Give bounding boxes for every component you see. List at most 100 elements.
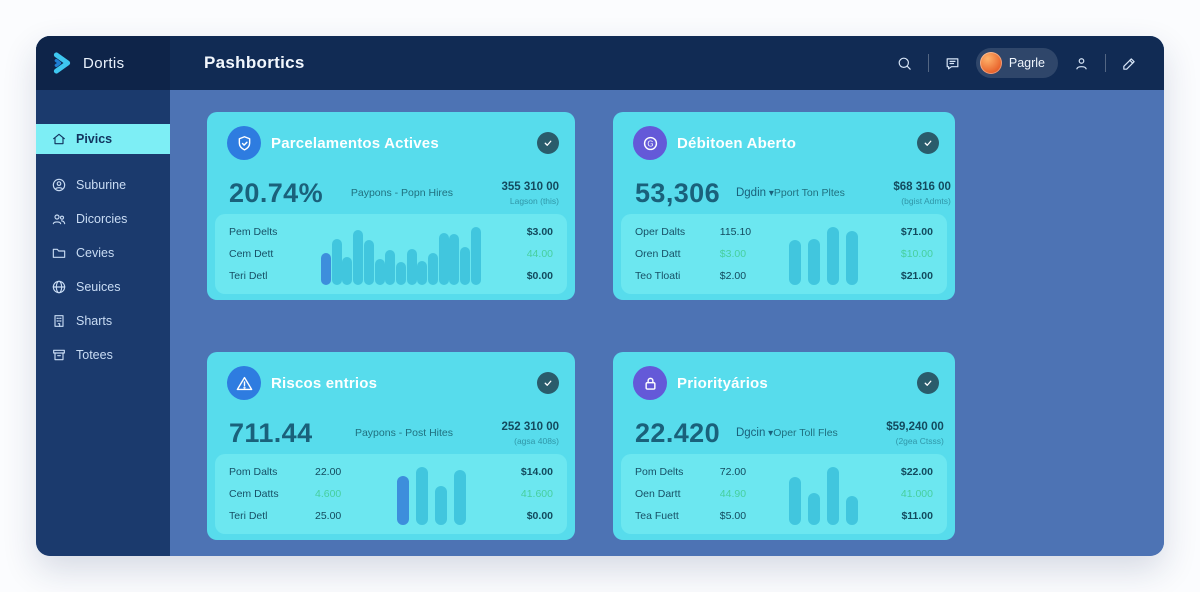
chart-bar [845,231,858,285]
row-value: $2.00 [719,270,747,282]
card-title: Priorityários [677,374,768,392]
row-amount: $0.00 [526,270,553,282]
globe-icon [51,279,67,295]
sidebar-item-totees[interactable]: Totees [36,340,170,370]
sidebar-item-suburine[interactable]: Suburine [36,170,170,200]
user-circle-icon [51,177,67,193]
row-amount: $0.00 [526,510,553,522]
chart-bar [826,467,839,525]
edit-icon[interactable] [1121,55,1138,72]
user-icon[interactable] [1073,55,1090,72]
chart-bar [788,477,801,525]
main-content: Parcelamentos Actives 20.74% Paypons - P… [170,90,1164,556]
card-detail-panel: Pom Dalts Cem Datts Teri Detl 22.00 4.600 25… [215,454,567,534]
card-amount: $59,240 00 [886,420,944,433]
mini-bar-chart [315,223,487,285]
chart-bar [342,257,353,285]
topbar-actions: Pagrle [896,48,1138,78]
card-big-value: 22.420 [635,417,720,448]
card-detail-panel: Oper Dalts Oren Datt Teo Tloati 115.10 $3.0… [621,214,947,294]
chart-bar [807,493,820,525]
row-amount: 44.00 [526,248,553,261]
chart-bar [353,230,364,285]
sidebar-item-pivics[interactable]: Pivics [36,124,170,154]
chart-bar [460,247,471,285]
row-amount: $11.00 [901,510,933,522]
card-big-value: 711.44 [229,417,313,448]
row-amount: $71.00 [900,226,933,239]
folder-icon [51,245,67,261]
row-label: Pem Delts [229,226,278,239]
chart-bar [470,227,481,285]
card-amount: 355 310 00 [501,180,559,193]
stat-card: Parcelamentos Actives 20.74% Paypons - P… [207,112,575,300]
card-filter-dropdown[interactable]: Dgdin [736,187,774,199]
row-value: $5.00 [719,510,747,522]
check-badge-icon[interactable] [537,132,559,154]
check-badge-icon[interactable] [917,132,939,154]
card-stat-label: Pport Ton Pltes [773,187,845,200]
topbar: Pashbortics Pagrle [170,36,1164,90]
stat-card: G Débitoen Aberto 53,306 Dgdin Pport Ton… [613,112,955,300]
card-stat-label: Paypons - Popn Hires [350,187,453,200]
chart-bar [428,253,439,285]
card-title: Parcelamentos Actives [271,134,439,152]
user-name: Pagrle [1008,56,1045,70]
stat-card: Priorityários 22.420 Dgcin Oper Toll Fle… [613,352,955,540]
chart-bar [845,496,858,525]
card-amount: $68 316 00 [893,180,951,193]
check-badge-icon[interactable] [917,372,939,394]
chart-bar [331,239,342,285]
row-amount: $10.00 [900,248,933,261]
svg-text:G: G [647,139,653,148]
row-amount: $22.00 [900,466,933,479]
row-label: Teo Tloati [635,270,681,282]
sidebar-item-cevies[interactable]: Cevies [36,238,170,268]
chart-bar [826,227,839,285]
sidebar-item-sharts[interactable]: Sharts [36,306,170,336]
row-value: 4.600 [315,488,342,501]
divider [1105,54,1106,72]
user-menu[interactable]: Pagrle [975,48,1058,78]
row-amount: $3.00 [526,226,553,239]
row-value: 25.00 [315,510,342,522]
row-amount: $14.00 [520,466,553,479]
home-icon [51,131,67,147]
lock-icon [633,366,667,400]
mini-bar-chart [779,463,868,525]
row-label: Cem Dett [229,248,274,261]
row-label: Teri Detl [229,510,268,522]
chart-bar [406,249,417,285]
row-label: Cem Datts [229,488,279,501]
sidebar-item-seuices[interactable]: Seuices [36,272,170,302]
chart-bar [788,240,801,285]
sidebar-nav: Pivics Suburine Dicorcies Cevies Seuices… [36,124,170,374]
building-icon [51,313,67,329]
chart-bar [395,262,406,285]
row-value: 115.10 [719,226,752,239]
sidebar-item-dicorcies[interactable]: Dicorcies [36,204,170,234]
row-label: Oper Dalts [635,226,686,239]
card-stat-label: Paypons - Post Hites [354,427,453,440]
card-amount-note: (bgist Admts) [901,195,951,206]
avatar [979,52,1002,74]
row-label: Oen Dartt [635,488,681,501]
card-detail-panel: Pem Delts Cem Dett Teri Detl $3.00 44.00 $0.… [215,214,567,294]
check-badge-icon[interactable] [537,372,559,394]
card-amount-note: (2gea Ctsss) [895,435,944,446]
brand-name: Dortis [83,54,125,72]
row-value: 22.00 [315,466,342,479]
chart-bar [807,239,820,285]
card-amount: 252 310 00 [501,420,559,433]
content-column: Pashbortics Pagrle Parcelamentos Actives [170,36,1164,556]
chat-icon[interactable] [944,55,961,72]
search-icon[interactable] [896,55,913,72]
chart-bar [363,240,374,285]
archive-icon [51,347,67,363]
card-filter-dropdown[interactable]: Dgcin [736,427,773,439]
card-amount-note: Lagson (this) [509,195,559,206]
row-label: Pom Delts [635,466,684,479]
card-big-value: 20.74% [229,177,323,208]
card-title: Riscos entrios [271,374,378,392]
chart-bar [434,486,447,525]
